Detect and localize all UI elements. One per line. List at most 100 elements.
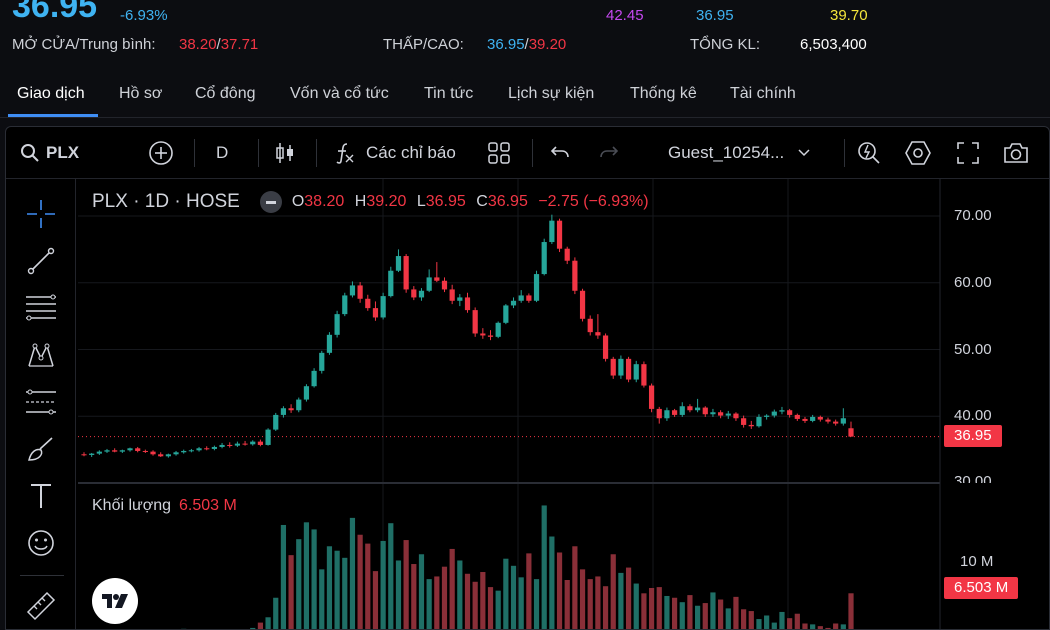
candle-body bbox=[181, 450, 187, 453]
fullscreen-button[interactable] bbox=[956, 141, 980, 165]
candlestick-chart-svg[interactable] bbox=[78, 179, 1050, 630]
volume-bar bbox=[441, 566, 448, 629]
tab-tin-tuc[interactable]: Tin tức bbox=[424, 85, 474, 102]
candle-body bbox=[564, 248, 570, 261]
hide-series-button[interactable] bbox=[259, 191, 282, 213]
volume-bar bbox=[380, 540, 386, 629]
tab-von-va-co-tuc[interactable]: Vốn và cổ tức bbox=[290, 85, 389, 102]
templates-button[interactable] bbox=[487, 141, 511, 165]
volume-bar bbox=[756, 619, 762, 629]
volume-bar bbox=[288, 555, 294, 629]
volume-bar bbox=[349, 517, 356, 629]
volume-bar bbox=[411, 564, 417, 629]
candle-body bbox=[242, 443, 248, 445]
candle-body bbox=[188, 450, 194, 452]
candle-body bbox=[656, 408, 662, 419]
quick-search-button[interactable] bbox=[856, 141, 882, 165]
candle-body bbox=[733, 413, 739, 419]
undo-button[interactable] bbox=[549, 141, 571, 165]
volume-bar bbox=[250, 627, 256, 629]
symbol-label: PLX bbox=[46, 143, 80, 162]
volume-bar bbox=[572, 546, 578, 629]
redo-button[interactable] bbox=[598, 141, 620, 165]
volume-bar bbox=[518, 577, 524, 629]
tab-giao-dich[interactable]: Giao dịch bbox=[17, 85, 85, 102]
candle-body bbox=[303, 386, 310, 400]
candle-body bbox=[702, 407, 708, 415]
trend-line-tool[interactable] bbox=[24, 244, 58, 278]
volume-bar bbox=[787, 618, 793, 629]
gear-icon bbox=[905, 141, 931, 165]
volume-bar bbox=[296, 539, 302, 629]
volume-bar bbox=[602, 586, 609, 629]
volume-bar bbox=[495, 590, 501, 629]
reference-price: 39.70 bbox=[830, 7, 868, 24]
volume-bar bbox=[671, 597, 678, 629]
last-price-tag: 36.95 bbox=[944, 425, 1002, 447]
volume-bar bbox=[342, 557, 348, 629]
candle-body bbox=[618, 358, 624, 376]
candle-body bbox=[173, 452, 179, 455]
tab-thong-ke[interactable]: Thống kê bbox=[630, 85, 697, 102]
tradingview-logo-icon bbox=[102, 594, 128, 608]
pattern-tool[interactable] bbox=[24, 338, 58, 372]
ohlc-values: O38.20 H39.20 L36.95 C36.95 −2.75 (−6.93… bbox=[291, 193, 649, 210]
candle-body bbox=[802, 418, 808, 421]
volume-bar bbox=[418, 554, 425, 629]
layout-name: Guest_10254... bbox=[668, 143, 785, 162]
undo-icon bbox=[550, 146, 569, 158]
price-tick: 30.00 bbox=[954, 473, 992, 483]
tab-ho-so[interactable]: Hồ sơ bbox=[119, 85, 163, 102]
volume-bar bbox=[610, 554, 616, 629]
text-icon bbox=[31, 484, 51, 508]
camera-icon bbox=[1004, 143, 1028, 163]
projection-tool[interactable] bbox=[24, 385, 58, 419]
volume-bar bbox=[319, 569, 325, 629]
volume-bar bbox=[403, 540, 409, 629]
volume-bar bbox=[779, 611, 785, 629]
candle-body bbox=[771, 411, 777, 416]
tab-tai-chinh[interactable]: Tài chính bbox=[730, 85, 796, 102]
layout-menu-button[interactable]: Guest_10254... bbox=[668, 141, 810, 165]
brush-tool[interactable] bbox=[24, 432, 58, 466]
compare-button[interactable] bbox=[148, 141, 174, 165]
chart-type-button[interactable] bbox=[274, 141, 296, 165]
candle-body bbox=[695, 407, 701, 411]
emoji-tool[interactable] bbox=[24, 526, 58, 560]
volume-bar bbox=[280, 524, 287, 629]
candle-body bbox=[211, 446, 217, 449]
candle-body bbox=[104, 450, 110, 452]
measure-tool[interactable] bbox=[24, 589, 58, 623]
volume-bar bbox=[372, 571, 379, 629]
volume-bar bbox=[794, 613, 800, 629]
volume-bar bbox=[395, 560, 402, 629]
candle-body bbox=[472, 310, 478, 334]
candle-body bbox=[725, 413, 731, 416]
crosshair-tool[interactable] bbox=[24, 197, 58, 231]
fib-tool[interactable] bbox=[24, 291, 58, 325]
open-avg-value: 38.20/37.71 bbox=[179, 36, 259, 53]
add-circle-icon bbox=[149, 141, 173, 165]
indicators-button[interactable]: Các chỉ báo bbox=[334, 141, 456, 165]
tab-lich-su-kien[interactable]: Lịch sự kiện bbox=[508, 85, 595, 102]
volume-bar bbox=[718, 599, 724, 629]
screenshot-button[interactable] bbox=[1002, 141, 1030, 165]
candle-body bbox=[311, 370, 317, 387]
tab-co-dong[interactable]: Cổ đông bbox=[195, 85, 256, 102]
volume-bar bbox=[564, 580, 570, 629]
candle-body bbox=[365, 298, 371, 309]
candle-body bbox=[748, 424, 754, 427]
settings-button[interactable] bbox=[904, 141, 932, 165]
text-tool[interactable] bbox=[24, 479, 58, 513]
tradingview-logo[interactable] bbox=[92, 578, 138, 624]
interval-button[interactable]: D bbox=[216, 143, 229, 162]
candle-body bbox=[403, 256, 409, 290]
candle-body bbox=[833, 421, 839, 424]
candle-body bbox=[388, 270, 394, 297]
current-price: 36.95 bbox=[12, 0, 98, 25]
candle-body bbox=[633, 364, 639, 380]
volume-bar bbox=[656, 587, 662, 629]
price-chart[interactable]: PLX · 1D · HOSE O38.20 H39.20 L36.95 C36… bbox=[78, 179, 1050, 630]
candle-body bbox=[380, 296, 386, 318]
symbol-search-button[interactable]: PLX bbox=[20, 141, 79, 165]
